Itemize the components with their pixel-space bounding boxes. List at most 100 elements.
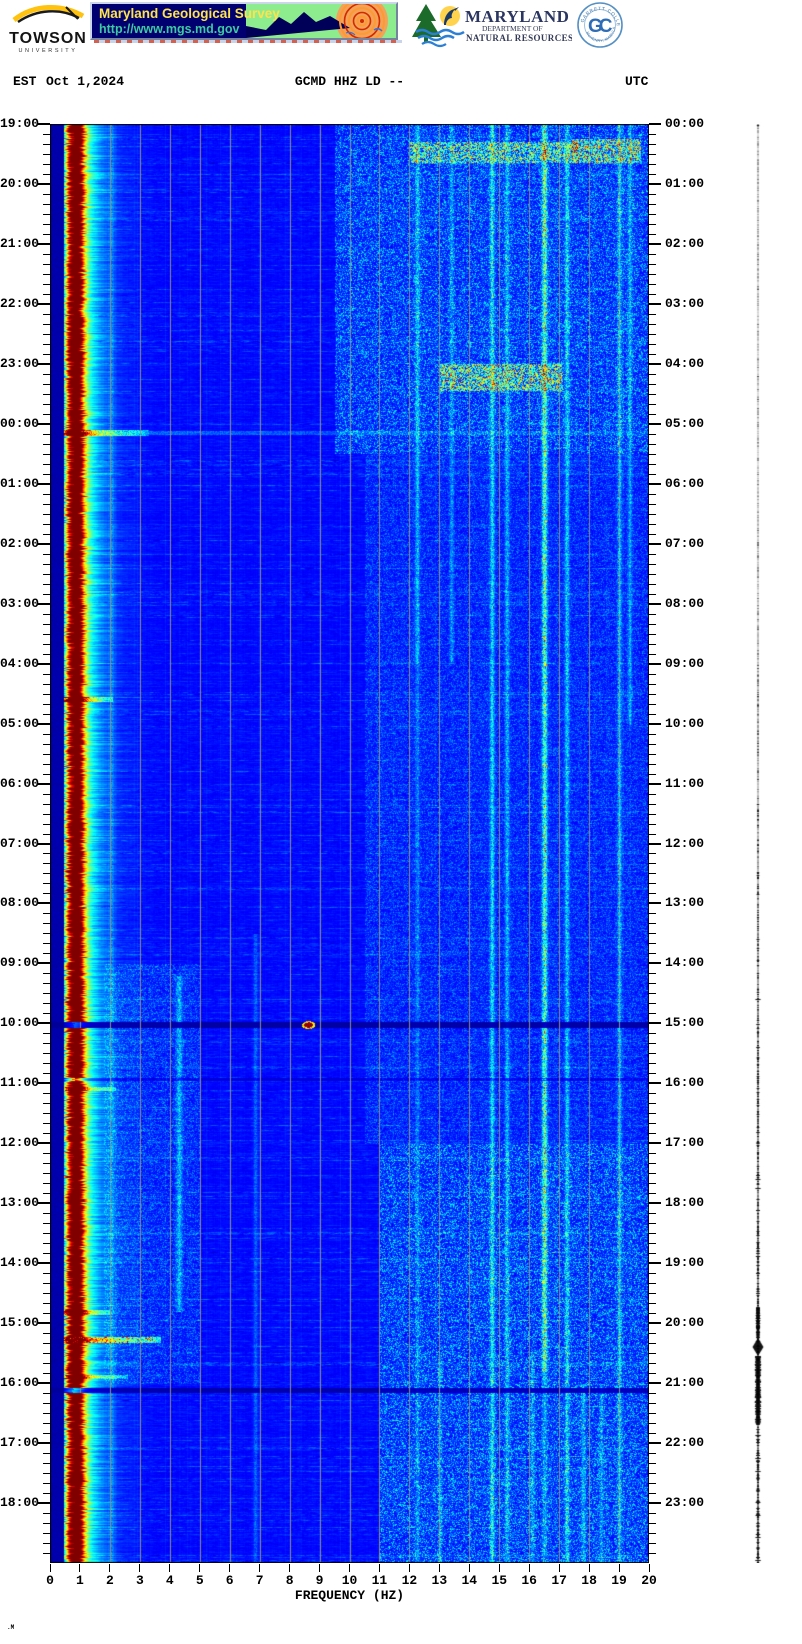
towson-university-logo: TOWSON UNIVERSITY (6, 3, 90, 57)
left-minor-tick (43, 823, 50, 825)
right-major-tick (649, 123, 661, 125)
left-major-tick (38, 842, 50, 845)
right-minor-tick (649, 673, 656, 675)
left-minor-tick (43, 493, 50, 495)
right-major-tick (649, 302, 661, 305)
left-minor-tick (43, 883, 50, 885)
left-hour-label: 09:00 (0, 955, 40, 971)
right-minor-tick (649, 813, 656, 815)
right-minor-tick (649, 1013, 656, 1015)
right-minor-tick (649, 873, 656, 875)
left-hour-label: 20:00 (0, 175, 40, 191)
right-minor-tick (649, 383, 656, 385)
left-minor-tick (43, 613, 50, 615)
right-minor-tick (649, 493, 656, 495)
left-minor-tick (43, 253, 50, 255)
left-minor-tick (43, 1403, 50, 1405)
left-minor-tick (43, 263, 50, 265)
mgs-banner-text: Maryland Geological Survey http://www.mg… (99, 6, 280, 37)
left-minor-tick (43, 213, 50, 215)
left-minor-tick (43, 1303, 50, 1305)
left-minor-tick (43, 1413, 50, 1415)
right-minor-tick (649, 713, 656, 715)
right-minor-tick (649, 733, 656, 735)
right-minor-tick (649, 623, 656, 625)
left-major-tick (38, 542, 50, 545)
towson-university-text: UNIVERSITY (18, 48, 78, 54)
freq-tick-label: 8 (285, 1573, 294, 1588)
right-major-tick (649, 662, 661, 665)
right-minor-tick (649, 833, 656, 835)
right-hour-label: 14:00 (665, 955, 705, 971)
freq-tick (588, 1564, 590, 1572)
right-minor-tick (649, 1193, 656, 1195)
left-minor-tick (43, 643, 50, 645)
right-hour-label: 01:00 (665, 175, 705, 191)
freq-tick-label: 2 (105, 1573, 114, 1588)
left-major-tick (38, 902, 50, 905)
right-minor-tick (649, 1493, 656, 1495)
left-minor-tick (43, 533, 50, 535)
left-minor-tick (43, 1173, 50, 1175)
freq-tick-label: 0 (46, 1573, 54, 1588)
left-minor-tick (43, 1473, 50, 1475)
left-minor-tick (43, 943, 50, 945)
x-axis-title: FREQUENCY (HZ) (294, 1588, 405, 1603)
right-minor-tick (649, 613, 656, 615)
seismogram-trace-canvas (745, 124, 771, 1563)
right-hour-label: 05:00 (665, 415, 705, 431)
right-minor-tick (649, 1233, 656, 1235)
left-minor-tick (43, 933, 50, 935)
left-minor-tick (43, 583, 50, 585)
mgs-banner-url: http://www.mgs.md.gov (99, 22, 240, 36)
freq-tick (648, 1564, 650, 1572)
right-minor-tick (649, 1553, 656, 1554)
left-major-tick (38, 1322, 50, 1325)
freq-tick-label: 19 (611, 1573, 627, 1588)
left-major-tick (38, 1082, 50, 1085)
right-minor-tick (649, 533, 656, 535)
right-major-tick (649, 242, 661, 245)
left-major-tick (38, 302, 50, 305)
left-major-tick (38, 123, 50, 125)
right-hour-label: 09:00 (665, 655, 705, 671)
left-major-tick (38, 1022, 50, 1025)
left-hour-label: 16:00 (0, 1375, 40, 1391)
timezone-right-label: UTC (625, 74, 649, 89)
right-major-tick (649, 422, 661, 425)
right-hour-label: 04:00 (665, 355, 705, 371)
freq-tick-label: 18 (581, 1573, 597, 1588)
left-minor-tick (43, 313, 50, 315)
right-minor-tick (649, 693, 656, 695)
left-hour-label: 15:00 (0, 1315, 40, 1331)
left-minor-tick (43, 833, 50, 835)
left-hour-label: 08:00 (0, 895, 40, 911)
right-minor-tick (649, 1483, 656, 1485)
left-minor-tick (43, 773, 50, 775)
freq-tick (109, 1564, 111, 1572)
right-major-tick (649, 782, 661, 785)
freq-tick (319, 1564, 321, 1572)
right-minor-tick (649, 1003, 656, 1005)
right-major-tick (649, 1202, 661, 1205)
left-major-tick (38, 182, 50, 185)
right-minor-tick (649, 143, 656, 145)
right-minor-tick (649, 523, 656, 525)
right-hour-label: 13:00 (665, 895, 705, 911)
freq-tick (528, 1564, 530, 1572)
right-minor-tick (649, 283, 656, 285)
left-minor-tick (43, 353, 50, 355)
right-minor-tick (649, 443, 656, 445)
left-minor-tick (43, 1363, 50, 1365)
right-minor-tick (649, 1423, 656, 1425)
right-minor-tick (649, 1103, 656, 1105)
mgs-banner-link[interactable]: Maryland Geological Survey http://www.mg… (90, 2, 398, 40)
right-minor-tick (649, 1173, 656, 1175)
left-major-tick (38, 1382, 50, 1385)
left-major-tick (38, 1142, 50, 1145)
left-minor-tick (43, 453, 50, 455)
right-minor-tick (649, 293, 656, 295)
right-minor-tick (649, 753, 656, 755)
right-minor-tick (649, 1213, 656, 1215)
left-hour-label: 01:00 (0, 475, 40, 491)
